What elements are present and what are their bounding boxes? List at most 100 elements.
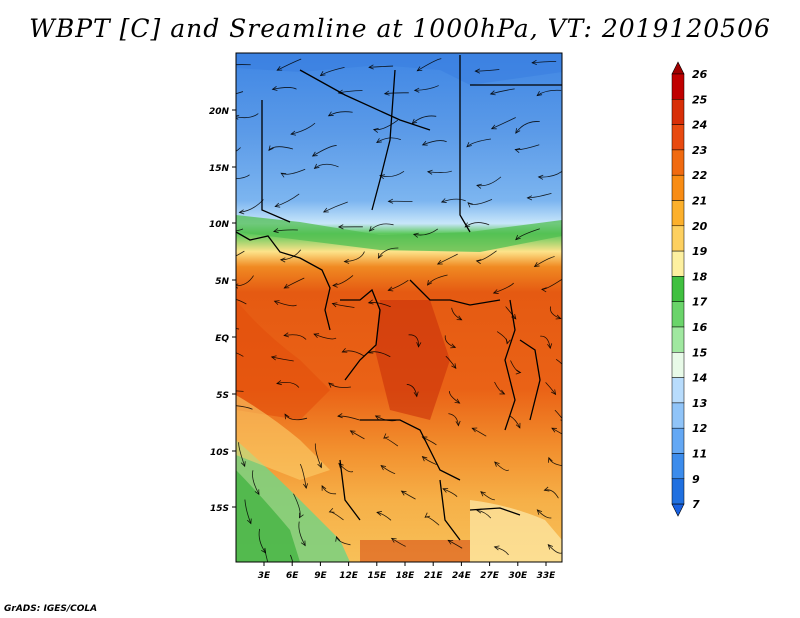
streamline-arrow [454,398,461,404]
streamline-arrow [505,338,511,345]
streamline [527,193,552,199]
legend-swatch [671,478,685,505]
streamline [554,409,562,419]
lon-label: 3E [258,571,271,581]
map-area[interactable] [217,53,568,579]
streamline [236,174,250,180]
streamline-arrow [514,148,521,153]
streamline [342,350,365,357]
streamline-arrow [547,343,553,350]
streamline-arrow [284,413,290,420]
streamline [515,121,540,134]
lat-label: 10N [209,220,230,230]
warm-core-congo [375,300,450,420]
streamline-arrow [416,342,422,348]
legend-label: 15 [692,346,708,359]
legend-label: 14 [692,372,707,385]
streamline [379,170,405,178]
streamline [258,528,266,554]
streamline-arrow [368,64,374,70]
streamline [328,382,351,388]
streamline [376,511,392,521]
credit-text: GrADS: IGES/COLA [4,604,97,614]
streamline [417,58,442,72]
streamline-arrow [236,114,240,120]
streamline [312,145,337,157]
streamline [494,461,510,471]
streamline [236,352,244,357]
streamline-arrow [224,258,229,262]
streamline-arrow [475,259,482,265]
streamline-arrow [499,389,506,395]
streamline [290,122,316,135]
legend-label: 21 [692,195,707,208]
streamline-arrow [413,87,420,93]
lat-label: EQ [215,334,229,344]
streamline-arrow [515,234,521,241]
streamline-arrow [272,228,279,234]
streamline-arrow [280,172,287,178]
streamline [547,544,562,554]
legend-label: 11 [692,448,707,461]
streamline-arrow [279,257,286,263]
streamline-arrow [550,389,557,396]
streamline-arrow [322,207,329,213]
streamline [466,138,491,148]
legend-label: 7 [692,498,700,511]
streamline [422,140,447,146]
lat-label: 5S [216,391,229,401]
streamline-arrow [377,253,383,259]
streamline-arrow [274,202,281,208]
streamline [284,277,305,289]
legend-swatch [671,174,685,201]
streamline-arrow [290,130,297,136]
streamline [284,413,308,421]
streamline-arrow [270,355,277,361]
streamline [376,137,401,143]
streamline-arrow [456,315,463,321]
legend-top-arrow [671,61,685,75]
streamline-arrow [526,195,533,201]
streamline-arrow [563,366,567,371]
streamline-arrow [368,226,375,232]
streamline-arrow [467,202,473,208]
lon-label: 12E [339,571,359,581]
streamline-arrow [276,65,283,71]
streamline [290,554,294,562]
streamline [298,521,306,546]
streamline [328,111,353,117]
streamline [422,456,437,465]
streamline-arrow [471,427,478,433]
streamline [414,85,439,91]
streamline [378,247,399,259]
streamline-arrow [547,456,553,463]
streamline-arrow [343,258,350,264]
latitude-axis: 20N 15N 10N 5N EQ 5S 10S 15S [209,107,236,514]
streamline-arrow [447,539,454,545]
streamline-arrow [276,380,282,386]
streamline [442,488,458,497]
streamline-arrow [424,512,431,518]
streamline-arrow [451,363,457,369]
legend-label: 19 [692,245,708,258]
streamline-arrow [313,163,320,170]
lon-label: 6E [286,571,299,581]
map-title: WBPT [C] and Sreamline at 1000hPa, VT: 2… [29,14,771,43]
streamline [284,334,307,340]
streamline [537,509,552,519]
streamline [323,201,348,213]
cool-coastal-band [236,395,330,480]
legend-label: 23 [692,144,708,157]
streamline-arrow [379,174,386,180]
streamline [252,470,260,495]
legend-swatch [671,225,685,252]
streamline [277,58,302,71]
legend-label: 17 [692,296,708,309]
legend-label: 26 [692,68,708,81]
streamline-arrow [221,349,226,353]
streamline [344,251,365,262]
streamline [321,485,337,495]
streamline [236,113,259,119]
streamline [494,546,509,556]
